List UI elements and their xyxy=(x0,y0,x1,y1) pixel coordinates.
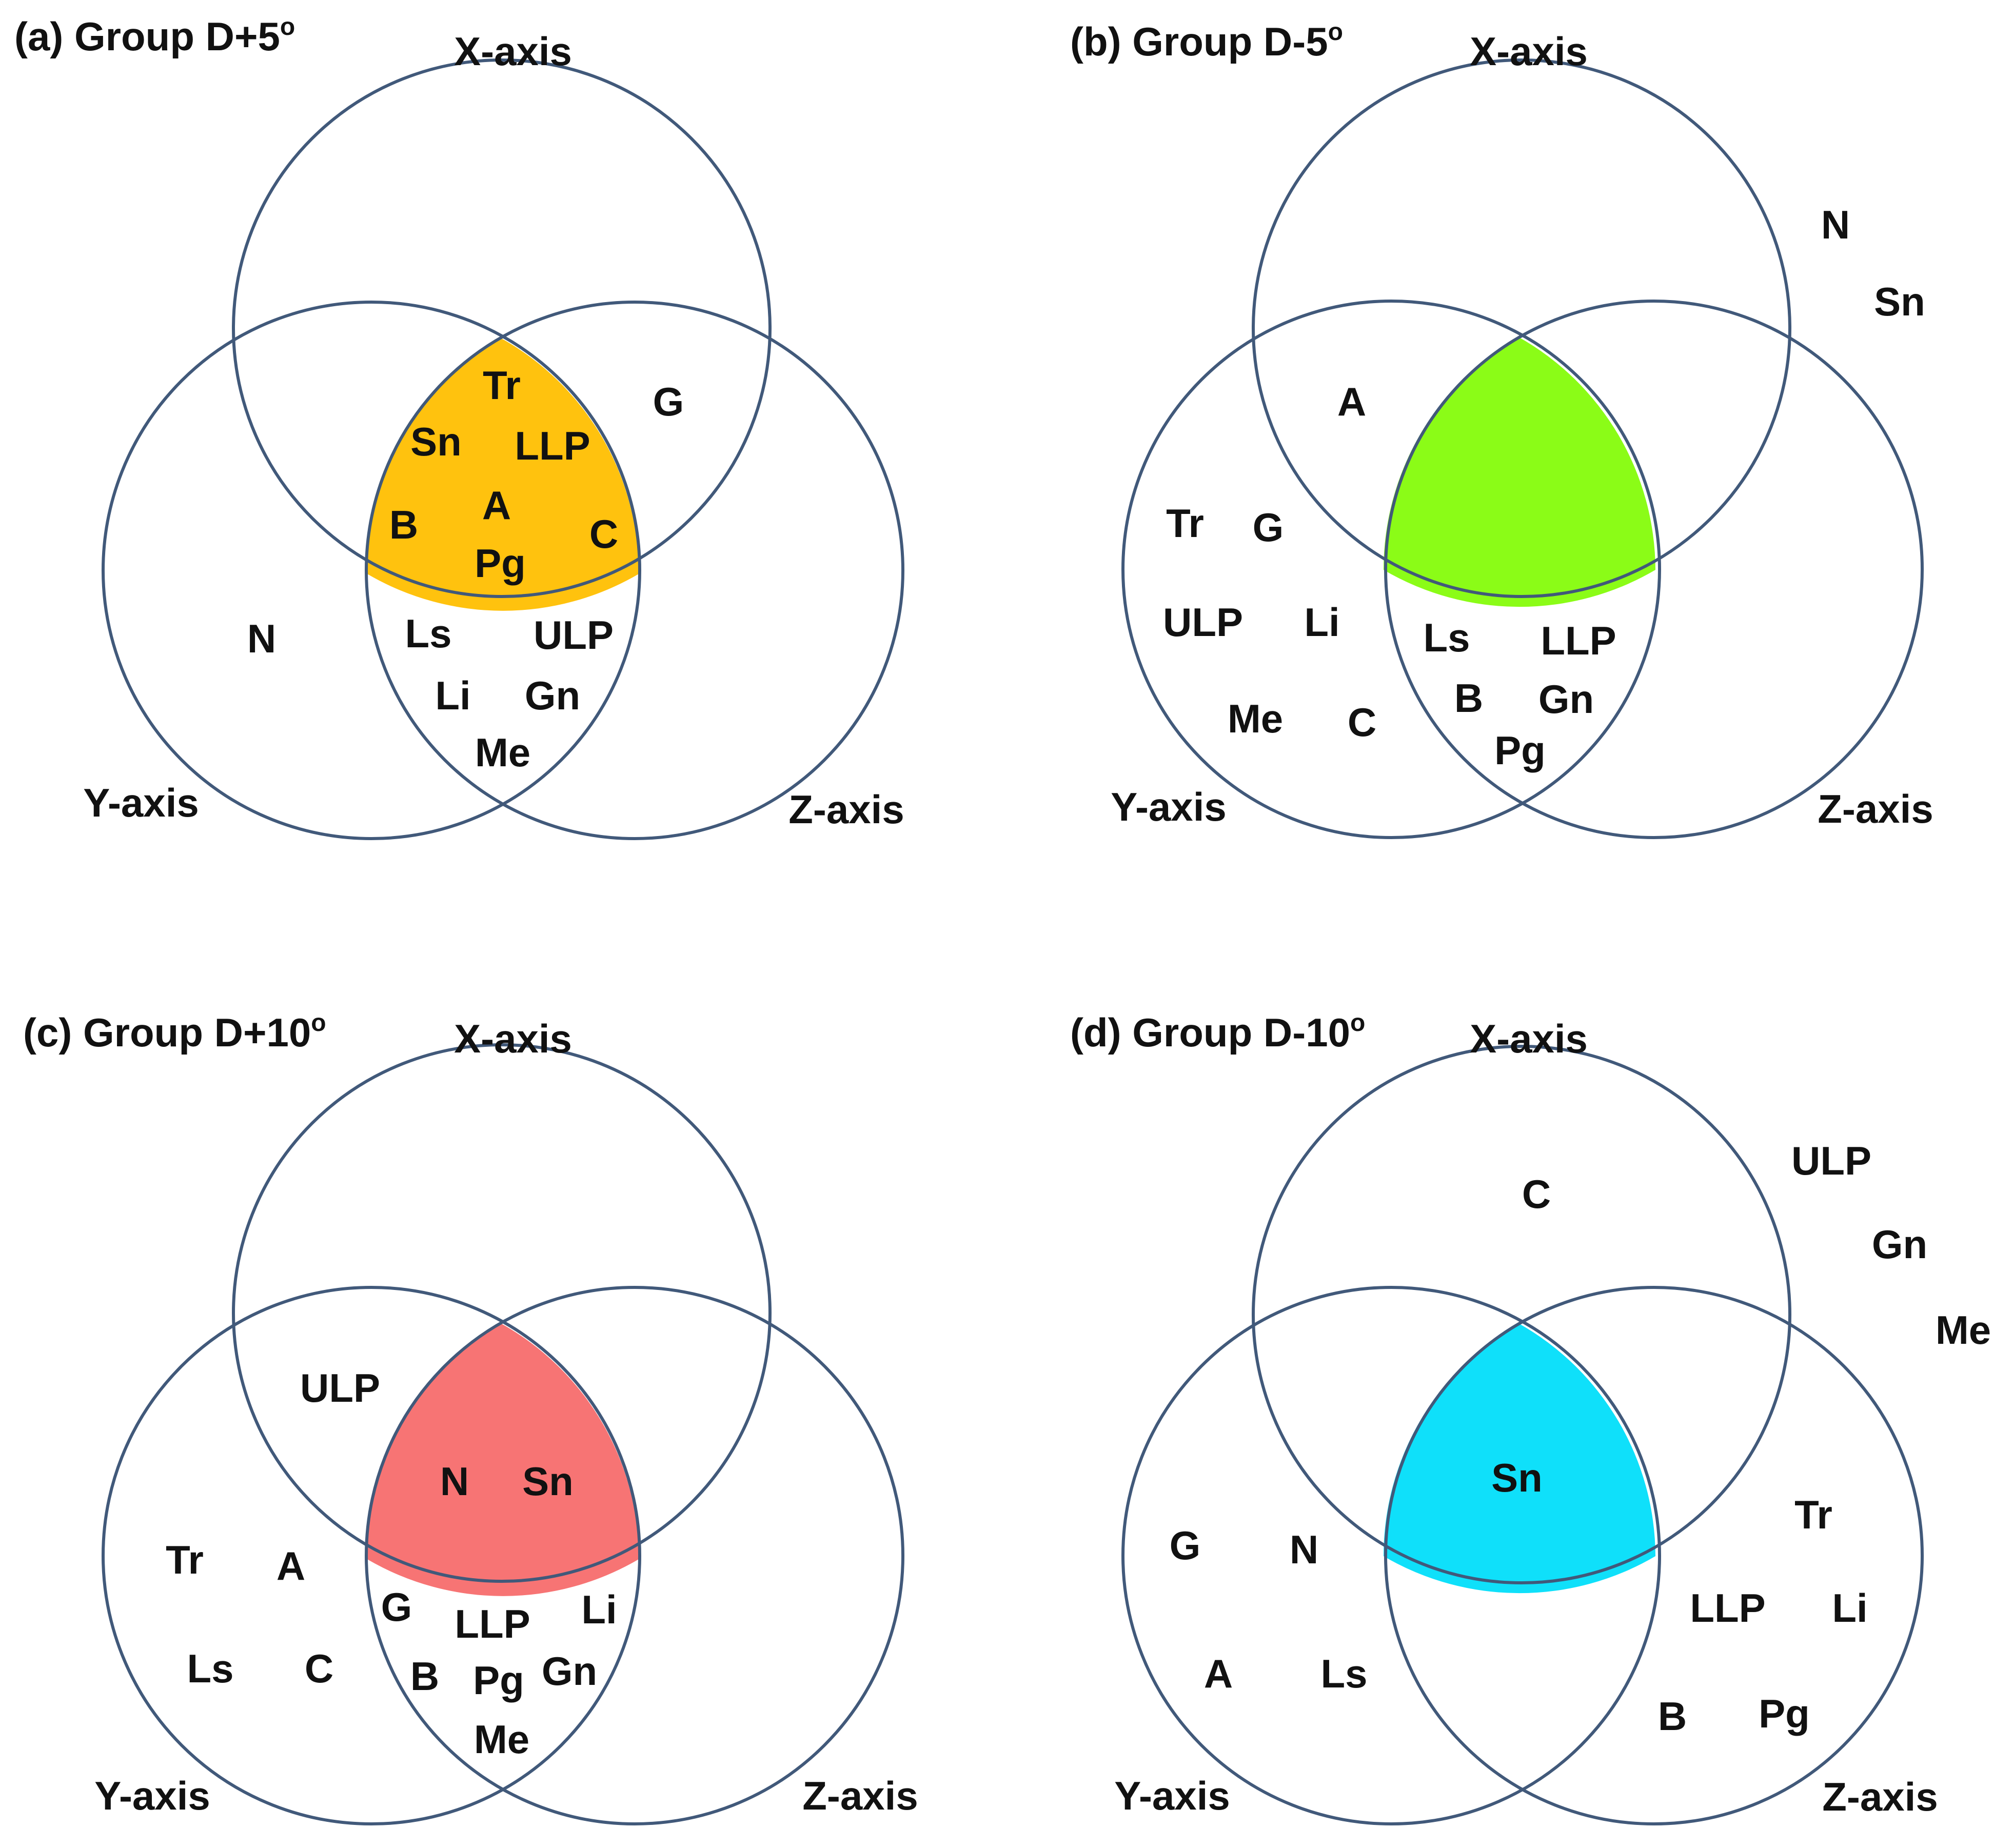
panel-b-label-gn: Gn xyxy=(1538,677,1594,722)
panel-c-x-circle xyxy=(232,1043,772,1583)
panel-c-y-axis-label: Y-axis xyxy=(94,1773,210,1818)
panel-c-label-gn: Gn xyxy=(542,1648,597,1694)
panel-b-label-n: N xyxy=(1821,202,1850,247)
panel-a-label-me: Me xyxy=(475,730,530,775)
panel-a-label-gn: Gn xyxy=(525,673,580,718)
panel-b-x-axis-label: X-axis xyxy=(1470,29,1588,74)
panel-d-label-me: Me xyxy=(1936,1307,1991,1353)
panel-a-label-c: C xyxy=(589,511,618,557)
panel-a-label-sn: Sn xyxy=(410,419,462,464)
panel-b-z-circle xyxy=(1384,300,1924,839)
panel-c-y-circle xyxy=(102,1286,641,1825)
panel-b-label-llp: LLP xyxy=(1541,618,1616,663)
panel-b-y-axis-label: Y-axis xyxy=(1111,784,1227,829)
panel-b: (b) Group D-5o X-axis Y-axis Z-axis N Sn… xyxy=(1070,18,1933,839)
panel-a-x-circle xyxy=(232,58,772,598)
panel-d-z-circle xyxy=(1384,1286,1924,1825)
panel-c-label-ls: Ls xyxy=(187,1646,233,1691)
panel-d-label-a: A xyxy=(1204,1651,1233,1696)
panel-c-label-sn: Sn xyxy=(522,1459,574,1504)
panel-d-label-c: C xyxy=(1522,1171,1551,1217)
panel-b-title: (b) Group D-5o xyxy=(1070,18,1343,64)
panel-c-z-axis-label: Z-axis xyxy=(802,1773,918,1818)
panel-b-label-g: G xyxy=(1253,505,1284,550)
panel-d-label-g: G xyxy=(1170,1523,1201,1568)
panel-b-center-region xyxy=(1383,337,1655,607)
panel-c-label-pg: Pg xyxy=(473,1658,524,1703)
panel-c-title: (c) Group D+10o xyxy=(23,1009,326,1055)
panel-d-z-axis-label: Z-axis xyxy=(1822,1774,1938,1819)
panel-a-label-g: G xyxy=(653,379,684,424)
panel-a-title: (a) Group D+5o xyxy=(14,13,295,59)
panel-c-label-llp: LLP xyxy=(455,1601,530,1646)
panel-d-center-region xyxy=(1383,1323,1655,1594)
panel-b-label-a: A xyxy=(1337,379,1366,424)
panel-c-label-a: A xyxy=(277,1543,305,1588)
panel-d-label-ls: Ls xyxy=(1320,1651,1367,1696)
panel-d-title: (d) Group D-10o xyxy=(1070,1009,1365,1055)
panel-c-label-b: B xyxy=(410,1654,439,1699)
panel-c-label-ulp: ULP xyxy=(300,1365,380,1410)
panel-c-label-me: Me xyxy=(474,1717,529,1762)
panel-d-label-pg: Pg xyxy=(1759,1691,1810,1736)
panel-d-label-b: B xyxy=(1658,1694,1687,1739)
panel-d-label-gn: Gn xyxy=(1872,1222,1927,1267)
panel-c-label-n: N xyxy=(440,1459,469,1504)
panel-a-label-b: B xyxy=(389,502,418,547)
panel-b-label-ls: Ls xyxy=(1423,615,1470,660)
panel-a-label-ulp: ULP xyxy=(534,612,614,658)
panel-b-z-axis-label: Z-axis xyxy=(1818,786,1933,831)
panel-d-label-llp: LLP xyxy=(1690,1585,1765,1631)
panel-a-label-pg: Pg xyxy=(475,541,526,586)
panel-a-label-li: Li xyxy=(435,673,470,718)
panel-d-label-li: Li xyxy=(1832,1585,1867,1631)
panel-a-y-axis-label: Y-axis xyxy=(83,780,199,825)
panel-d-label-n: N xyxy=(1290,1527,1318,1572)
panel-a-label-n: N xyxy=(247,616,276,661)
panel-a-z-circle xyxy=(365,301,904,840)
panel-d-label-ulp: ULP xyxy=(1791,1138,1871,1183)
panel-c-center-region xyxy=(367,1323,639,1596)
panel-a-y-circle xyxy=(102,301,641,840)
panel-b-label-tr: Tr xyxy=(1166,501,1204,546)
panel-b-x-circle xyxy=(1252,58,1791,598)
panel-d-x-axis-label: X-axis xyxy=(1470,1016,1588,1061)
panel-b-y-circle xyxy=(1121,300,1661,839)
panel-a-center-region xyxy=(367,338,639,611)
panel-c-label-g: G xyxy=(381,1584,412,1630)
panel-d-y-axis-label: Y-axis xyxy=(1114,1773,1230,1818)
panel-c-x-axis-label: X-axis xyxy=(454,1016,572,1061)
panel-a-z-axis-label: Z-axis xyxy=(788,787,904,832)
panel-c: (c) Group D+10o X-axis Y-axis Z-axis ULP… xyxy=(23,1009,918,1825)
panel-d-label-tr: Tr xyxy=(1794,1492,1832,1537)
panel-c-label-c: C xyxy=(305,1646,333,1691)
panel-b-label-me: Me xyxy=(1228,696,1283,741)
panel-c-label-li: Li xyxy=(581,1587,617,1632)
panel-d-y-circle xyxy=(1121,1286,1661,1825)
panel-a-label-ls: Ls xyxy=(405,611,451,656)
panel-d: (d) Group D-10o X-axis Y-axis Z-axis ULP… xyxy=(1070,1009,1991,1825)
panel-c-z-circle xyxy=(365,1286,904,1825)
panel-b-label-pg: Pg xyxy=(1494,728,1546,773)
panel-a-label-a: A xyxy=(482,483,511,528)
panel-b-label-li: Li xyxy=(1304,600,1339,645)
panel-b-label-c: C xyxy=(1348,700,1376,745)
panel-c-label-tr: Tr xyxy=(166,1537,204,1582)
panel-a-label-llp: LLP xyxy=(515,423,590,468)
panel-a-x-axis-label: X-axis xyxy=(454,29,572,74)
panel-b-label-b: B xyxy=(1454,675,1483,721)
panel-b-label-sn: Sn xyxy=(1874,279,1925,324)
panel-a-label-tr: Tr xyxy=(483,363,521,408)
panel-d-x-circle xyxy=(1252,1045,1791,1584)
panel-b-label-ulp: ULP xyxy=(1163,600,1243,645)
panel-d-label-sn: Sn xyxy=(1491,1455,1543,1500)
panel-a: (a) Group D+5o X-axis Y-axis Z-axis Tr G… xyxy=(14,13,904,840)
